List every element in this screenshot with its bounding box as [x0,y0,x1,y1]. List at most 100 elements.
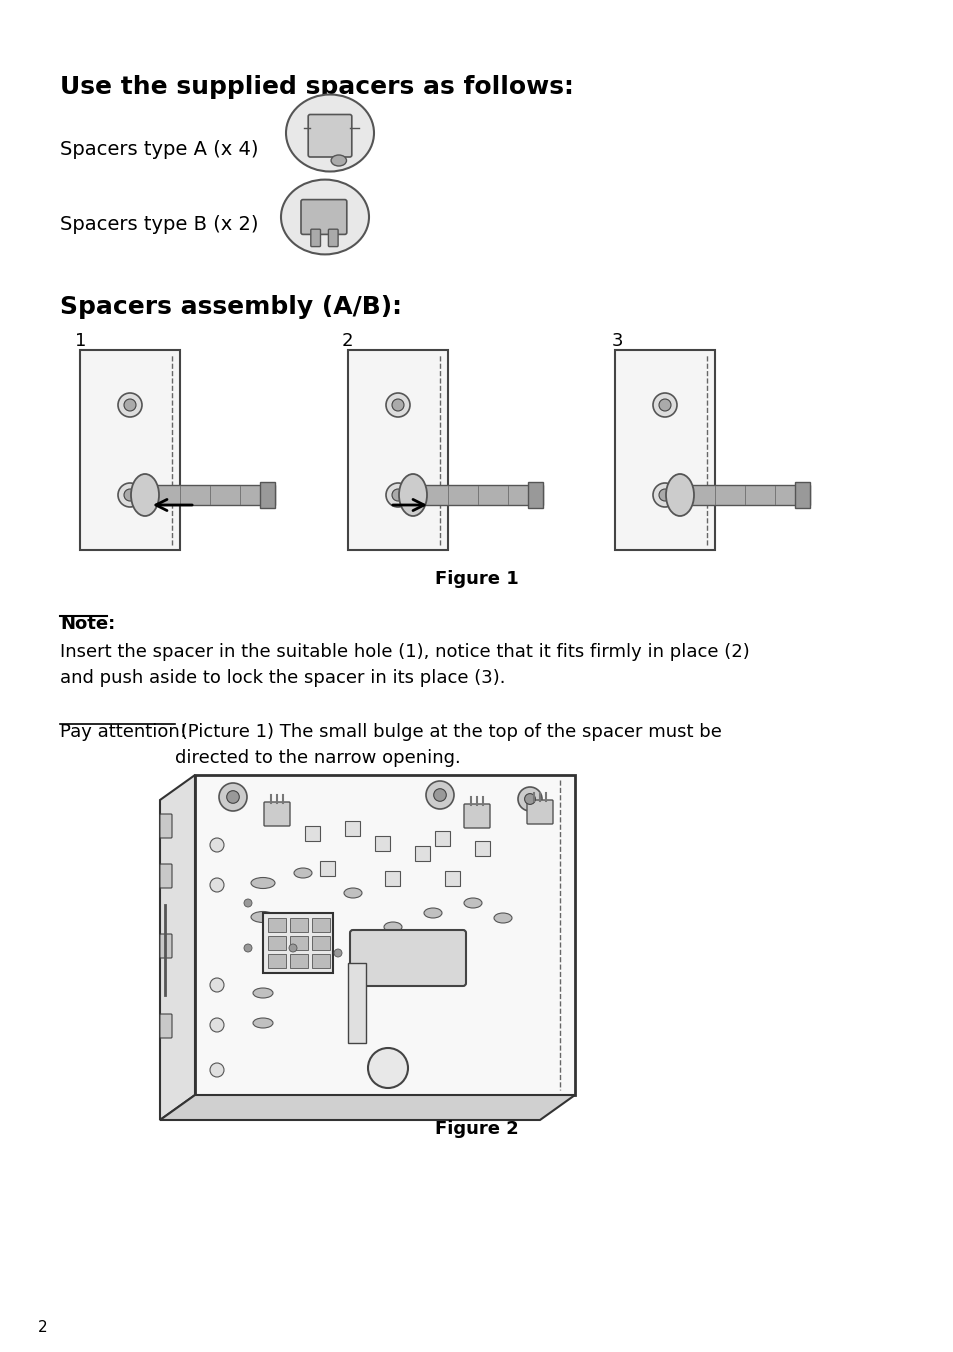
Circle shape [426,781,454,808]
Bar [268,936,286,950]
Bar [319,861,335,876]
Circle shape [386,393,410,416]
Circle shape [659,489,670,502]
Ellipse shape [286,95,374,172]
Text: Spacers type A (x 4): Spacers type A (x 4) [60,141,258,160]
Circle shape [434,788,446,802]
Bar [348,963,366,1042]
Bar [415,846,430,861]
Text: Pay attention!: Pay attention! [60,723,187,741]
Text: Spacers assembly (A/B):: Spacers assembly (A/B): [60,295,401,319]
Circle shape [392,399,403,411]
Bar [794,483,809,508]
Bar [290,918,308,932]
FancyBboxPatch shape [264,802,290,826]
Bar [435,831,450,846]
Polygon shape [160,1095,575,1119]
Bar [312,918,330,932]
Circle shape [652,483,677,507]
Ellipse shape [281,180,369,254]
Ellipse shape [423,909,441,918]
Circle shape [659,399,670,411]
Bar [194,775,575,1095]
Circle shape [219,783,247,811]
Ellipse shape [331,155,346,166]
Bar [375,836,390,850]
FancyArrowPatch shape [155,499,192,511]
Circle shape [334,949,341,957]
Ellipse shape [665,475,693,516]
Circle shape [244,899,252,907]
Text: 3: 3 [612,333,623,350]
Circle shape [124,489,136,502]
Circle shape [210,1018,224,1032]
Bar [312,955,330,968]
Text: Insert the spacer in the suitable hole (1), notice that it fits firmly in place : Insert the spacer in the suitable hole (… [60,644,749,687]
FancyArrowPatch shape [393,499,424,511]
FancyBboxPatch shape [160,1014,172,1038]
Circle shape [289,944,296,952]
Circle shape [210,1063,224,1078]
Bar [385,871,399,886]
FancyBboxPatch shape [160,934,172,959]
Bar [80,350,180,550]
Ellipse shape [384,922,401,932]
FancyBboxPatch shape [526,800,553,823]
Ellipse shape [494,913,512,923]
Bar [260,483,274,508]
Bar [290,936,308,950]
Bar [348,350,448,550]
Bar [145,485,274,506]
Bar [345,821,359,836]
Ellipse shape [253,1018,273,1028]
Circle shape [652,393,677,416]
FancyBboxPatch shape [160,814,172,838]
Ellipse shape [131,475,159,516]
FancyBboxPatch shape [463,804,490,827]
Circle shape [124,399,136,411]
Text: (Picture 1) The small bulge at the top of the spacer must be
directed to the nar: (Picture 1) The small bulge at the top o… [174,723,721,768]
Circle shape [227,791,239,803]
Circle shape [210,877,224,892]
Polygon shape [160,775,194,1119]
Ellipse shape [398,475,427,516]
FancyBboxPatch shape [350,930,465,986]
Bar [475,841,490,856]
FancyBboxPatch shape [311,230,320,246]
Ellipse shape [253,988,273,998]
Bar [527,483,542,508]
Circle shape [386,483,410,507]
Circle shape [517,787,541,811]
Bar [263,913,333,973]
Circle shape [210,977,224,992]
Bar [413,485,542,506]
Text: Figure 1: Figure 1 [435,571,518,588]
Ellipse shape [463,898,481,909]
Text: Note:: Note: [60,615,115,633]
FancyBboxPatch shape [160,864,172,888]
Text: 2: 2 [341,333,354,350]
Bar [268,955,286,968]
FancyBboxPatch shape [308,115,352,157]
Ellipse shape [344,888,361,898]
Circle shape [118,483,142,507]
Text: Spacers type B (x 2): Spacers type B (x 2) [60,215,258,234]
Circle shape [244,944,252,952]
Circle shape [368,1048,408,1088]
Text: Figure 2: Figure 2 [435,1119,518,1138]
FancyBboxPatch shape [328,230,337,246]
Bar [268,918,286,932]
Ellipse shape [251,877,274,888]
Bar [679,485,809,506]
Circle shape [524,794,535,804]
Text: 2: 2 [38,1320,48,1334]
Bar [290,955,308,968]
Text: Use the supplied spacers as follows:: Use the supplied spacers as follows: [60,74,574,99]
Ellipse shape [251,911,274,922]
FancyBboxPatch shape [301,200,347,234]
Ellipse shape [294,868,312,877]
Bar [444,871,459,886]
Bar [312,936,330,950]
Text: 1: 1 [75,333,87,350]
Circle shape [118,393,142,416]
